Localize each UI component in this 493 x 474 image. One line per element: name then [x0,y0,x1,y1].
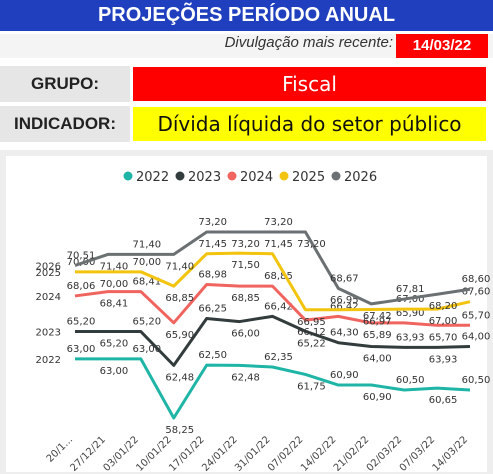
data-label: 68,06 [67,281,96,292]
data-label: 65,70 [462,310,491,321]
series-line [75,314,471,367]
group-label: GRUPO: [0,66,130,102]
data-label: 62,48 [165,372,194,383]
data-label: 64,00 [462,331,491,342]
header-title: PROJEÇÕES PERÍODO ANUAL [0,0,493,31]
data-label: 62,35 [264,352,293,363]
data-label: 68,60 [462,274,491,285]
data-label: 65,22 [297,338,326,349]
data-label: 63,93 [396,332,425,343]
data-label: 67,42 [363,311,392,322]
legend-label: 2026 [344,170,377,185]
data-label: 68,85 [264,271,293,282]
data-label: 68,85 [165,293,194,304]
series-line [74,283,470,327]
data-label: 68,41 [100,299,129,310]
series-line [75,251,471,312]
data-label: 71,40 [100,261,129,272]
data-label: 67,81 [396,284,425,295]
data-label: 62,50 [198,350,227,361]
data-label: 67,60 [462,287,491,298]
series-name-label: 2025 [36,268,61,279]
data-label: 73,20 [297,239,326,250]
data-label: 64,00 [363,353,392,364]
data-label: 71,45 [198,239,227,250]
data-label: 70,51 [67,250,96,261]
chart-panel [0,150,493,474]
data-label: 60,50 [396,375,425,386]
data-label: 63,00 [100,366,129,377]
data-label: 63,00 [67,344,96,355]
data-label: 68,41 [133,277,162,288]
data-label: 65,90 [396,308,425,319]
data-label: 66,97 [363,317,392,328]
data-label: 65,89 [363,330,392,341]
release-row: Divulgação mais recente: 14/03/22 [0,34,493,58]
data-label: 73,20 [231,239,260,250]
data-label: 68,67 [330,273,359,284]
data-label: 61,75 [297,381,326,392]
data-label: 60,90 [363,392,392,403]
data-label: 60,50 [462,375,491,386]
data-label: 73,20 [198,217,227,228]
legend-swatch [331,171,341,181]
data-label: 66,42 [330,301,359,312]
indicator-value: Dívida líquida do setor público [133,107,486,141]
data-label: 71,45 [264,239,293,250]
series-line [74,230,471,306]
legend-label: 2024 [240,170,273,185]
data-label: 66,12 [297,327,326,338]
data-label: 63,00 [133,344,162,355]
data-label: 71,40 [165,261,194,272]
legend-swatch [175,171,185,181]
group-value: Fiscal [133,67,486,101]
release-label: Divulgação mais recente: [224,34,393,51]
data-label: 68,98 [198,270,227,281]
series-line [75,357,471,420]
data-label: 68,20 [429,301,458,312]
data-label: 63,93 [429,354,458,365]
data-label: 65,70 [429,332,458,343]
legend-swatch [227,171,237,181]
data-label: 65,20 [100,339,129,350]
series-name-label: 2024 [36,292,61,303]
legend-label: 2023 [188,170,221,185]
data-label: 66,95 [297,317,326,328]
data-label: 67,00 [429,316,458,327]
chart-background [6,156,487,472]
legend-swatch [279,171,289,181]
data-label: 60,90 [330,370,359,381]
data-label: 66,00 [231,329,260,340]
data-label: 70,00 [100,279,129,290]
data-label: 58,25 [165,425,194,436]
data-label: 60,65 [429,395,458,406]
data-label: 65,20 [67,317,96,328]
series-name-label: 2022 [36,355,61,366]
indicator-label: INDICADOR: [0,106,130,142]
data-label: 70,00 [133,257,162,268]
series-name-label: 2026 [36,261,61,272]
data-label: 65,90 [165,330,194,341]
legend-label: 2025 [292,170,325,185]
x-tick-label: 20/1... [45,434,75,464]
data-label: 68,85 [231,293,260,304]
legend-swatch [123,171,133,181]
data-label: 62,48 [231,372,260,383]
data-label: 66,42 [264,301,293,312]
data-label: 73,20 [264,217,293,228]
data-label: 64,30 [330,328,359,339]
data-label: 65,20 [133,317,162,328]
legend-label: 2022 [136,170,169,185]
data-label: 71,50 [231,260,260,271]
x-tick-label: 14/03/22 [431,434,471,474]
data-label: 71,40 [133,239,162,250]
data-label: 66,25 [198,303,227,314]
release-date: 14/03/22 [396,34,488,58]
data-label: 66,95 [330,295,359,306]
series-name-label: 2023 [36,328,61,339]
